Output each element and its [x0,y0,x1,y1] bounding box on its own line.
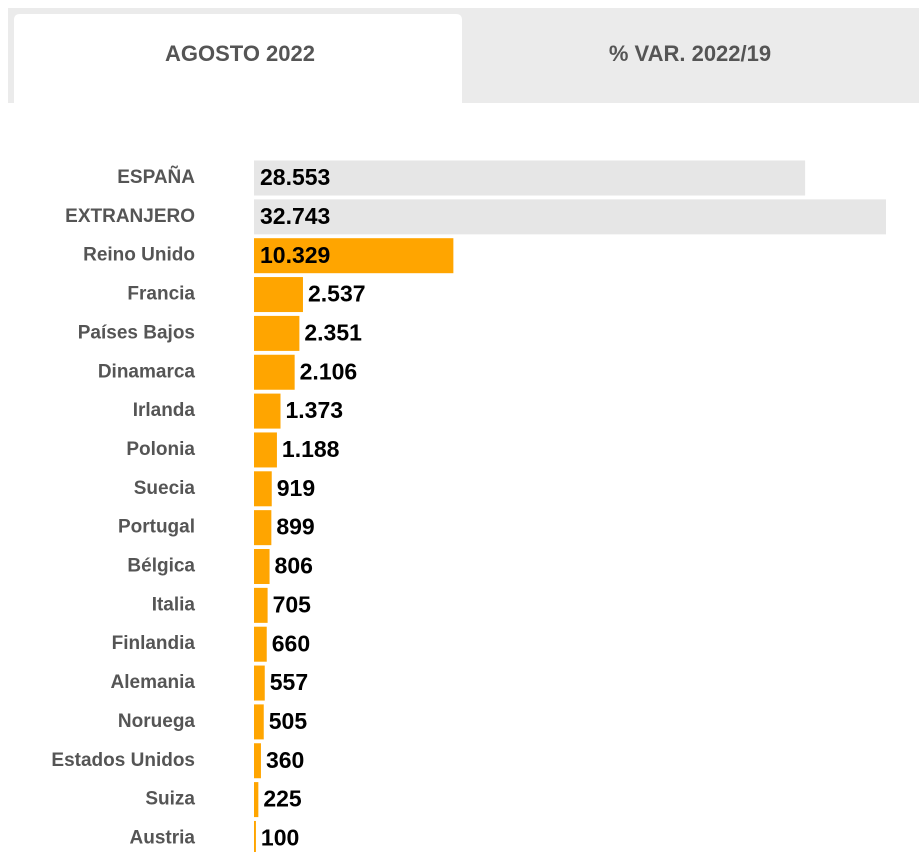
bar [254,354,295,390]
bar [254,665,265,701]
bar [254,160,806,196]
value-label: 505 [269,708,308,734]
bar [254,315,300,351]
value-label: 1.373 [286,397,344,423]
category-label: Austria [130,827,196,848]
category-label: Irlanda [133,400,196,421]
bar [254,704,264,740]
tab-label[interactable]: % VAR. 2022/19 [609,41,771,66]
tab-active[interactable] [14,14,462,103]
category-label: Suiza [145,789,195,810]
bar [254,743,261,779]
bar [254,820,256,856]
value-label: 660 [272,630,310,656]
bar [254,587,268,623]
category-label: Bélgica [127,556,195,577]
value-label: 557 [270,669,308,695]
value-label: 225 [263,786,302,812]
category-label: Noruega [118,711,196,732]
category-label: Francia [127,284,195,305]
bar [254,277,303,313]
value-label: 360 [266,747,304,773]
value-label: 919 [277,475,315,501]
value-label: 10.329 [260,242,330,268]
value-label: 1.188 [282,436,340,462]
value-label: 2.537 [308,281,366,307]
category-label: Polonia [126,439,195,460]
bar [254,626,267,662]
category-label: Alemania [111,672,196,693]
category-label: Italia [152,594,196,615]
value-label: 2.351 [304,319,362,345]
bar [254,510,272,546]
value-label: 2.106 [300,358,358,384]
bar [254,199,886,235]
value-label: 28.553 [260,164,330,190]
bar [254,432,277,468]
category-label: Países Bajos [78,322,195,343]
bar [254,549,270,584]
category-label: Portugal [118,517,195,538]
value-label: 100 [261,825,299,851]
bar [254,471,272,507]
category-label: Finlandia [112,633,196,654]
bar [254,238,454,274]
value-label: 32.743 [260,203,330,229]
category-label: Dinamarca [98,361,196,382]
category-label: Suecia [134,478,196,499]
value-label: 899 [276,514,314,540]
bar [254,393,281,429]
tab-label[interactable]: AGOSTO 2022 [165,41,315,66]
bar [254,782,259,818]
category-label: ESPAÑA [117,166,195,188]
value-label: 806 [275,553,313,579]
category-label: EXTRANJERO [65,206,195,227]
category-label: Reino Unido [83,245,195,266]
value-label: 705 [273,591,312,617]
category-label: Estados Unidos [51,750,195,771]
